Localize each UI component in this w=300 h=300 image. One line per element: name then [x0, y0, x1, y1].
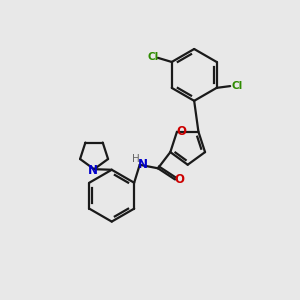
Text: Cl: Cl	[148, 52, 159, 62]
Text: O: O	[177, 125, 187, 138]
Text: N: N	[88, 164, 98, 177]
Text: O: O	[175, 173, 185, 186]
Text: N: N	[138, 158, 148, 171]
Text: H: H	[132, 154, 140, 164]
Text: Cl: Cl	[231, 80, 242, 91]
